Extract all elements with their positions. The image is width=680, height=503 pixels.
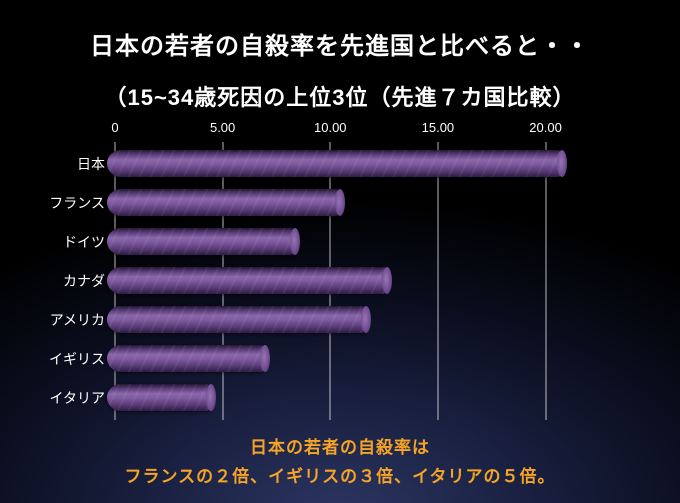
bar-rows: 日本フランスドイツカナダアメリカイギリスイタリア: [15, 144, 665, 417]
bar-end-cap: [360, 306, 371, 333]
category-label: カナダ: [63, 272, 105, 289]
x-tick-label: 15.00: [421, 120, 455, 135]
bar: [107, 228, 300, 255]
category-label: アメリカ: [49, 311, 105, 328]
footer-line-1: 日本の若者の自殺率は: [250, 438, 430, 457]
footer-line-2: フランスの２倍、イギリスの３倍、イタリアの５倍。: [124, 467, 556, 486]
bar-track: [107, 306, 580, 333]
bar-end-cap: [556, 150, 567, 177]
bar-track: [107, 384, 580, 411]
x-tick-label: 0: [111, 120, 119, 135]
bar-row: ドイツ: [15, 222, 665, 261]
bar: [107, 345, 270, 372]
category-label: イギリス: [49, 350, 105, 367]
x-axis: 0 5.00 10.00 15.00 20.00: [111, 120, 580, 140]
footer-note: 日本の若者の自殺率は フランスの２倍、イギリスの３倍、イタリアの５倍。: [0, 433, 680, 491]
bar-end-cap: [382, 267, 393, 294]
bar-track: [107, 150, 580, 177]
bar: [107, 306, 371, 333]
bar-track: [107, 345, 580, 372]
bar-row: 日本: [15, 144, 665, 183]
category-label: 日本: [77, 155, 105, 172]
category-label: ドイツ: [63, 233, 105, 250]
bar: [107, 189, 346, 216]
bar: [107, 150, 567, 177]
bar-row: アメリカ: [15, 300, 665, 339]
category-label: イタリア: [49, 389, 105, 406]
bar-row: イタリア: [15, 378, 665, 417]
category-label: フランス: [49, 194, 105, 211]
slide-subtitle: （15~34歳死因の上位3位（先進７カ国比較）: [104, 85, 576, 110]
bar-end-cap: [259, 345, 270, 372]
bar-end-cap: [289, 228, 300, 255]
gridline: [437, 142, 439, 420]
x-tick-label: 5.00: [209, 120, 236, 135]
bar-row: イギリス: [15, 339, 665, 378]
bar-track: [107, 267, 580, 294]
x-tick-label: 20.00: [529, 120, 562, 135]
bar: [107, 267, 393, 294]
bar-end-cap: [335, 189, 346, 216]
slide-title: 日本の若者の自殺率を先進国と比べると・・: [90, 33, 590, 60]
x-tick-label: 10.00: [313, 120, 347, 135]
bar: [107, 384, 216, 411]
bar-track: [107, 228, 580, 255]
gridline: [545, 142, 547, 420]
bar-chart: 0 5.00 10.00 15.00 20.00 日本フランスドイツカナダアメリカイギリ…: [15, 120, 665, 422]
bar-track: [107, 189, 580, 216]
bar-row: カナダ: [15, 261, 665, 300]
bar-row: フランス: [15, 183, 665, 222]
bar-end-cap: [205, 384, 216, 411]
